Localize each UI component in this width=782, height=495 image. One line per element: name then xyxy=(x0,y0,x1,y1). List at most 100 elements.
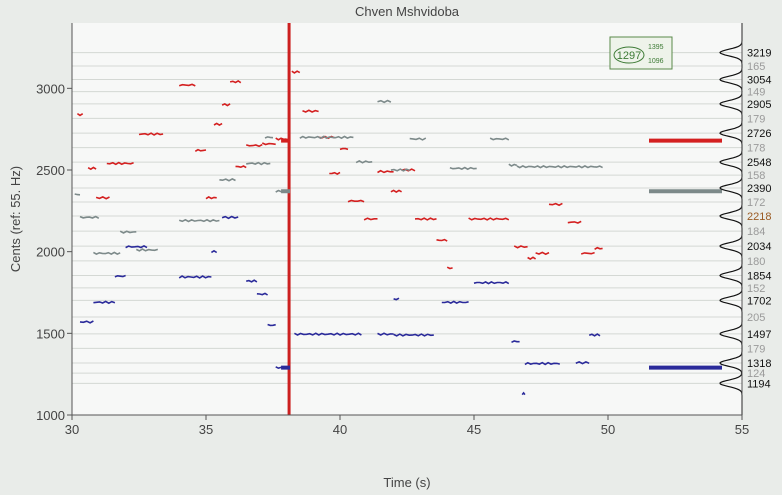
pitch-segment xyxy=(114,274,126,278)
pitch-segment xyxy=(446,266,453,270)
peak-label: 2548 xyxy=(747,157,771,169)
interval-label: 179 xyxy=(747,113,765,125)
y-axis-label: Cents (ref: 55. Hz) xyxy=(8,166,23,272)
pitch-segment xyxy=(229,79,242,84)
x-axis-label: Time (s) xyxy=(383,475,430,490)
interval-label: 172 xyxy=(747,197,765,209)
interval-label: 184 xyxy=(747,226,765,238)
pitch-segment xyxy=(473,280,510,285)
x-tick-label: 30 xyxy=(65,422,79,437)
pitch-segment xyxy=(221,102,231,107)
pitch-segment xyxy=(594,246,603,250)
y-tick-label: 1500 xyxy=(36,326,65,341)
pitch-segment xyxy=(527,256,537,261)
pitch-segment xyxy=(205,195,217,200)
x-tick-label: 40 xyxy=(333,422,347,437)
chart-title: Chven Mshvidoba xyxy=(355,4,460,19)
legend-main-value: 1297 xyxy=(617,50,641,62)
pitch-segment xyxy=(93,251,121,255)
pitch-segment xyxy=(441,300,469,305)
pitch-segment xyxy=(377,332,394,336)
pitch-segment xyxy=(221,215,239,220)
pitch-segment xyxy=(401,168,416,172)
pitch-segment xyxy=(93,300,116,305)
pitch-segment xyxy=(516,164,603,169)
pitch-segment xyxy=(178,218,220,223)
pitch-segment xyxy=(588,333,601,337)
pitch-segment xyxy=(106,161,134,166)
pitch-segment xyxy=(468,217,510,221)
pitch-segment xyxy=(210,249,218,254)
plot-area xyxy=(72,23,742,415)
pitch-segment xyxy=(95,196,110,200)
pitch-segment xyxy=(521,391,526,396)
pitch-segment xyxy=(390,189,402,194)
pitch-segment xyxy=(329,171,341,176)
peak-label: 1854 xyxy=(747,271,771,283)
y-tick-label: 2500 xyxy=(36,163,65,178)
pitch-segment xyxy=(347,199,365,203)
pitch-segment xyxy=(76,112,84,117)
pitch-segment xyxy=(294,332,362,336)
interval-label: 180 xyxy=(747,256,765,268)
interval-label: 158 xyxy=(747,170,765,182)
pitch-segment xyxy=(302,109,319,113)
legend-top-value: 1395 xyxy=(648,44,664,51)
x-tick-label: 55 xyxy=(735,422,749,437)
interval-label: 205 xyxy=(747,312,765,324)
pitch-segment xyxy=(414,217,437,221)
peak-label: 2390 xyxy=(747,183,771,195)
pitch-segment xyxy=(299,135,354,140)
legend-box: 1297 1395 1096 xyxy=(609,36,673,70)
interval-label: 178 xyxy=(747,143,765,155)
interval-label: 124 xyxy=(747,368,765,380)
pitch-segment xyxy=(449,166,477,171)
pitch-segment xyxy=(119,230,137,234)
pitch-segment xyxy=(511,340,520,344)
grid-lines xyxy=(72,52,742,384)
pitch-segment xyxy=(178,83,196,87)
pitch-segment xyxy=(393,297,400,301)
peak-label: 1318 xyxy=(747,358,771,370)
peak-label: 2905 xyxy=(747,99,771,111)
pitch-segment xyxy=(363,217,378,221)
plot-data xyxy=(74,23,743,415)
pitch-segment xyxy=(245,143,263,148)
pitch-segment xyxy=(87,166,97,171)
pitch-segment xyxy=(377,169,394,174)
pitch-segment xyxy=(390,168,410,172)
pitch-segment xyxy=(261,142,276,146)
interval-label: 149 xyxy=(747,87,765,99)
pitch-segment xyxy=(535,251,550,256)
pitch-segment xyxy=(580,251,595,255)
axes: 30 35 40 45 50 55 1000 1500 2000 2500 3000 xyxy=(36,23,749,437)
pitch-segment xyxy=(74,193,81,196)
pitch-segment xyxy=(194,148,207,152)
peak-label: 1194 xyxy=(747,378,771,390)
pitch-segment xyxy=(489,137,510,141)
pitch-segment xyxy=(524,361,560,366)
pitch-segment xyxy=(508,163,518,167)
pitch-segment xyxy=(291,70,301,74)
pitch-segment xyxy=(575,361,590,365)
pitch-segment xyxy=(235,165,247,169)
legend-bottom-value: 1096 xyxy=(648,58,664,65)
pitch-segment xyxy=(79,320,94,324)
peak-label: 3219 xyxy=(747,48,771,60)
pitch-segment xyxy=(264,136,274,139)
x-tick-label: 50 xyxy=(601,422,615,437)
pitch-segment xyxy=(567,220,582,224)
interval-label: 179 xyxy=(747,343,765,355)
pitch-segment xyxy=(79,215,100,219)
pitch-segment xyxy=(125,244,148,249)
peak-label: 3054 xyxy=(747,75,771,87)
pitch-segment xyxy=(138,132,164,136)
pitch-segment xyxy=(246,161,271,166)
pitch-segment xyxy=(355,159,373,164)
peak-label: 1497 xyxy=(747,329,771,341)
y-tick-label: 2000 xyxy=(36,245,65,260)
x-tick-label: 35 xyxy=(199,422,213,437)
pitch-segment xyxy=(246,279,258,283)
